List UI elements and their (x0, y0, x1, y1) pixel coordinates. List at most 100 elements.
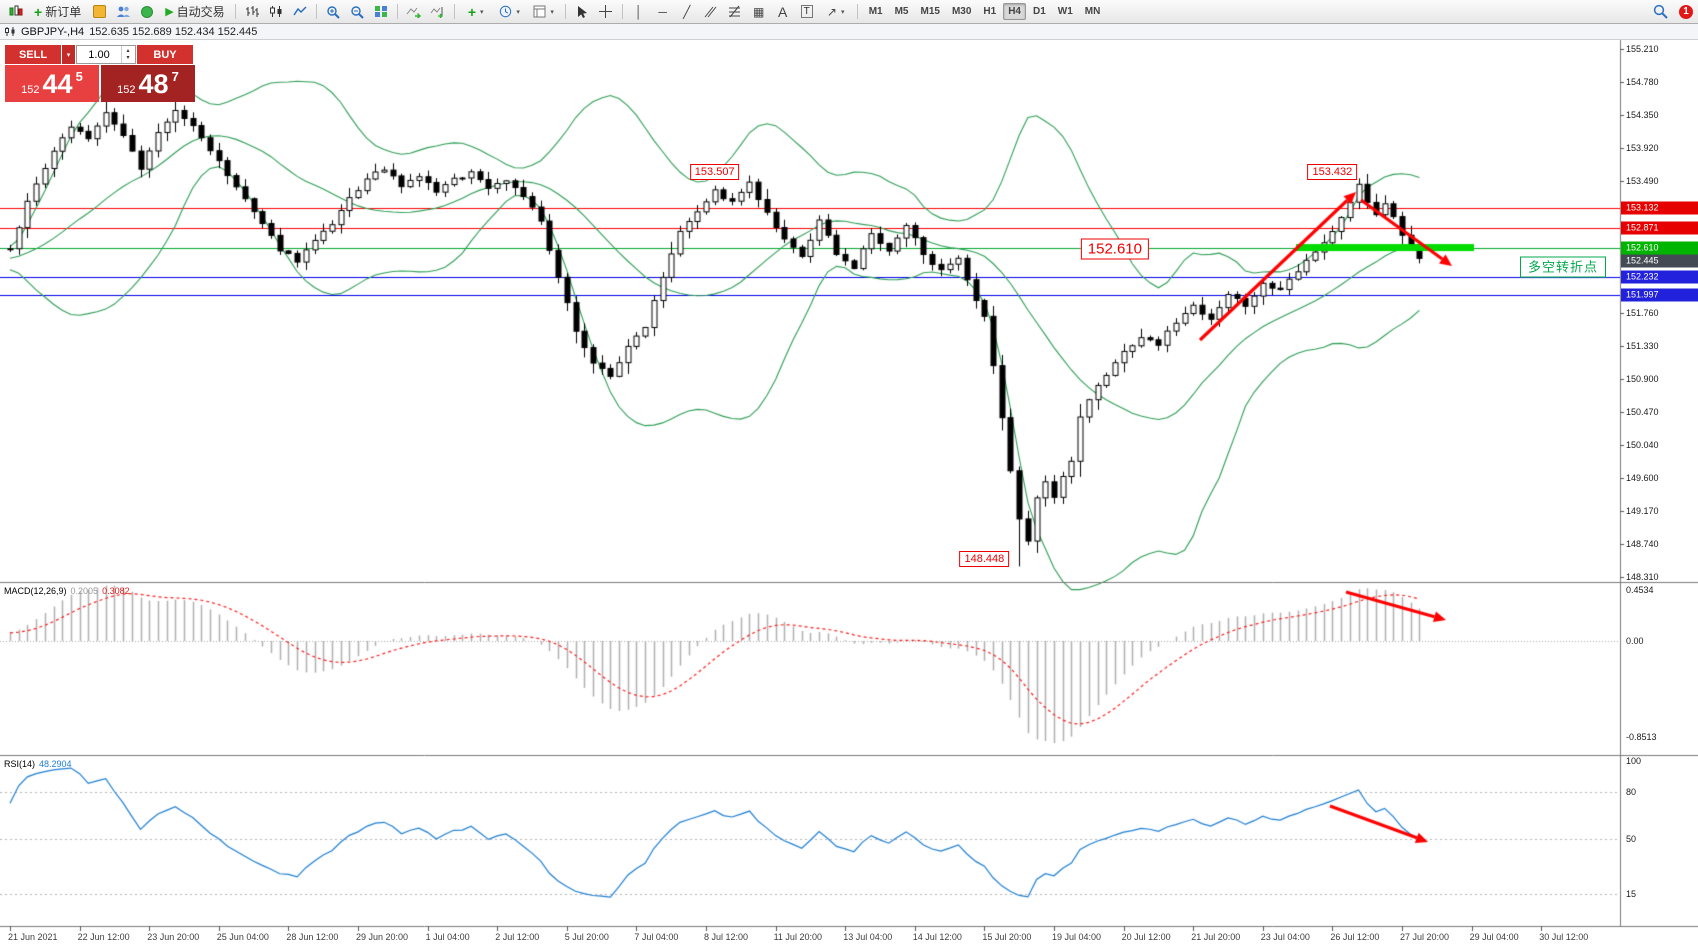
rsi-scale-label: 15 (1626, 888, 1637, 899)
shapes-tool[interactable]: ▦ (748, 2, 770, 22)
buy-price-button[interactable]: 152 48 7 (101, 65, 195, 102)
timeframe-button-m15[interactable]: M15 (920, 6, 940, 17)
annotation-note-label[interactable]: 多空转折点 (1519, 256, 1607, 278)
sell-button[interactable]: SELL (5, 45, 61, 64)
date-label: 14 Jul 12:00 (912, 932, 962, 942)
stepper-down-icon[interactable]: ▾ (126, 54, 130, 61)
zoom-out-button[interactable] (346, 2, 368, 22)
data-window-icon (141, 5, 154, 18)
price-axis-label: 148.740 (1626, 539, 1659, 550)
buy-price-point: 7 (171, 69, 179, 84)
price-line-badge: 152.610 (1621, 241, 1698, 255)
price-axis-label: 149.600 (1626, 473, 1659, 484)
annotation-price-flag[interactable]: 148.448 (959, 550, 1010, 567)
chart-shift-button[interactable] (427, 2, 449, 22)
autotrade-button[interactable]: ▶ 自动交易 (160, 2, 229, 22)
volume-field: ▴▾ (76, 45, 136, 64)
line-chart-type-button[interactable] (289, 2, 311, 22)
history-center-button[interactable] (88, 2, 110, 22)
channel-tool[interactable] (700, 2, 722, 22)
price-line-badge: 152.871 (1621, 221, 1698, 235)
volume-stepper[interactable]: ▴ ▾ (121, 46, 134, 63)
chart-title: GBPJPY-,H4 (21, 25, 85, 38)
one-click-trading-panel: SELL ▾ ▴▾ BUY 152 44 5 152 48 7 (5, 45, 195, 102)
toolbar-separator (621, 4, 623, 19)
timeframe-button-m1[interactable]: M1 (868, 6, 883, 17)
rsi-scale-label: 100 (1626, 756, 1642, 766)
date-label: 2 Jul 12:00 (495, 932, 540, 942)
zoom-out-icon (350, 5, 364, 19)
new-chart-button[interactable] (5, 2, 27, 22)
sell-price-figure: 152 (21, 84, 40, 96)
trade-options-caret[interactable]: ▾ (62, 45, 75, 64)
price-axis-label: 148.310 (1626, 572, 1659, 582)
tile-windows-button[interactable] (370, 2, 392, 22)
horizontal-line-tool[interactable]: ─ (652, 2, 674, 22)
buy-price-pips: 48 (138, 68, 169, 99)
volume-input[interactable] (77, 46, 121, 63)
horizontal-line-icon: ─ (658, 4, 667, 19)
annotation-price-flag[interactable]: 153.432 (1307, 164, 1358, 181)
date-label: 20 Jul 12:00 (1121, 932, 1171, 942)
text-label-tool[interactable]: T (796, 2, 818, 22)
cursor-button[interactable] (571, 2, 593, 22)
text-tool[interactable]: A (772, 2, 794, 22)
price-axis-label: 150.470 (1626, 406, 1659, 417)
timeframe-button-h1[interactable]: H1 (983, 6, 997, 17)
vertical-line-tool[interactable]: │ (628, 2, 650, 22)
timeframe-button-w1[interactable]: W1 (1057, 6, 1073, 17)
indicators-button[interactable]: + ▾ (460, 2, 492, 22)
auto-scroll-button[interactable] (403, 2, 425, 22)
channel-icon (704, 6, 717, 18)
new-order-button[interactable]: + 新订单 (29, 2, 86, 22)
search-button[interactable] (1649, 2, 1671, 22)
bar-chart-type-button[interactable] (241, 2, 263, 22)
buy-button[interactable]: BUY (137, 45, 193, 64)
shapes-icon: ▦ (753, 4, 765, 19)
date-label: 29 Jun 20:00 (356, 932, 409, 942)
tile-windows-icon (374, 6, 387, 17)
new-order-icon: + (34, 3, 43, 20)
fibonacci-tool[interactable] (724, 2, 746, 22)
main-toolbar: + 新订单 ▶ 自动交易 + ▾ ▾ ▾ (0, 0, 1698, 24)
chevron-down-icon: ▾ (516, 8, 520, 16)
macd-label: MACD(12,26,9) (4, 586, 67, 596)
date-label: 7 Jul 04:00 (634, 932, 679, 942)
trendline-tool[interactable]: ╱ (676, 2, 698, 22)
annotation-price-flag[interactable]: 152.610 (1080, 238, 1150, 260)
timeframe-button-m5[interactable]: M5 (894, 6, 909, 17)
timeframe-button-mn[interactable]: MN (1084, 6, 1101, 17)
chart-ohlc-values: 152.635 152.689 152.434 152.445 (89, 25, 258, 38)
arrows-tool[interactable]: ↗ ▾ (820, 2, 852, 22)
macd-scale-label: -0.8513 (1626, 732, 1657, 743)
annotation-price-flag[interactable]: 153.507 (689, 164, 740, 181)
data-window-button[interactable] (136, 2, 158, 22)
toolbar-separator (453, 4, 455, 19)
periods-button[interactable]: ▾ (494, 2, 526, 22)
macd-main-value: 0.2005 (70, 586, 99, 596)
crosshair-button[interactable] (595, 2, 617, 22)
timeframe-button-m30[interactable]: M30 (951, 6, 972, 17)
new-order-label: 新订单 (45, 5, 82, 19)
rsi-label: RSI(14) (4, 759, 36, 769)
stepper-up-icon[interactable]: ▴ (126, 47, 130, 54)
timeframe-button-h4[interactable]: H4 (1003, 3, 1026, 20)
zoom-in-button[interactable] (322, 2, 344, 22)
price-axis-label: 153.490 (1626, 175, 1659, 186)
autotrade-play-icon: ▶ (165, 6, 174, 18)
chevron-down-icon: ▾ (480, 8, 484, 16)
date-label: 8 Jul 12:00 (704, 932, 749, 942)
candle-chart-type-button[interactable] (265, 2, 287, 22)
profiles-button[interactable] (112, 2, 134, 22)
date-label: 29 Jul 04:00 (1469, 932, 1519, 942)
notification-badge[interactable]: 1 (1679, 4, 1693, 19)
chart-title-bar: GBPJPY-,H4 152.635 152.689 152.434 152.4… (0, 24, 1698, 40)
date-label: 22 Jun 12:00 (77, 932, 130, 942)
autotrade-label: 自动交易 (176, 5, 225, 19)
rsi-scale-label: 80 (1626, 787, 1637, 798)
buy-price-figure: 152 (117, 84, 136, 96)
templates-button[interactable]: ▾ (528, 2, 560, 22)
sell-price-button[interactable]: 152 44 5 (5, 65, 99, 102)
timeframe-button-d1[interactable]: D1 (1033, 6, 1046, 17)
